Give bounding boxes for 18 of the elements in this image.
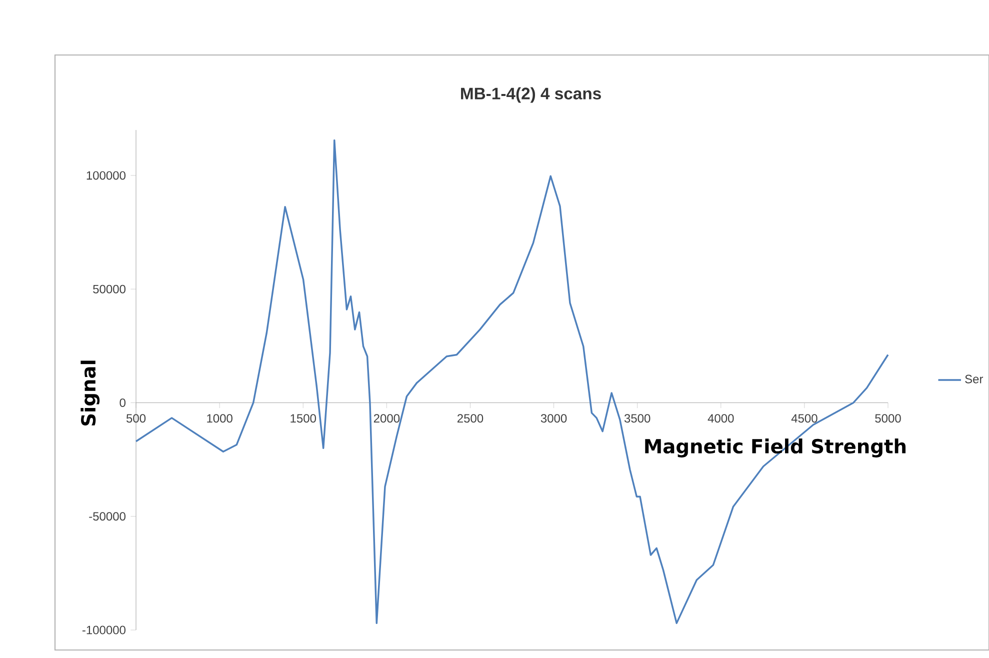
x-tick-label: 5000: [875, 414, 901, 423]
x-tick-label: 1000: [207, 414, 232, 423]
x-tick-label: 4500: [791, 414, 818, 423]
x-tick-label: 4000: [708, 414, 734, 423]
y-tick-label: -50000: [89, 512, 126, 521]
y-axis-title: Signal: [80, 360, 100, 426]
x-tick-label: 500: [126, 414, 146, 423]
y-tick-label: 100000: [86, 171, 126, 180]
x-tick-label: 2000: [374, 414, 400, 423]
y-tick-label: 50000: [93, 284, 126, 294]
y-tick-label: 0: [120, 398, 126, 407]
legend-label: Ser: [965, 374, 984, 384]
x-tick-label: 3500: [624, 414, 650, 423]
x-tick-label: 1500: [290, 414, 316, 423]
x-tick-label: 3000: [540, 414, 567, 423]
y-tick-label: -100000: [82, 626, 126, 634]
chart-title: MB-1-4(2) 4 scans: [461, 87, 601, 103]
x-tick-label: 2500: [457, 414, 484, 423]
